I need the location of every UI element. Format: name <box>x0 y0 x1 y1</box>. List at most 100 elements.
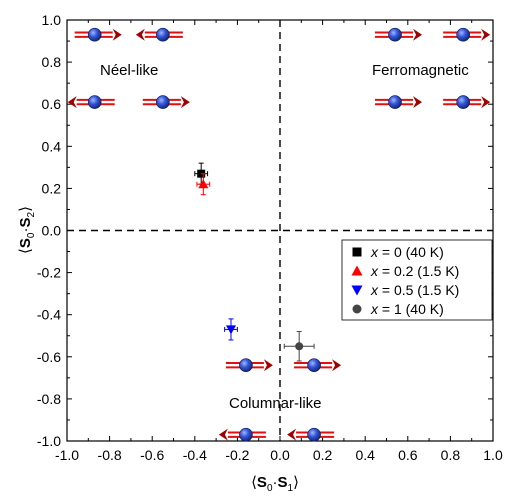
legend-label-rest: = 1 (40 K) <box>378 301 444 317</box>
spin-ball <box>239 427 253 442</box>
legend-marker <box>351 285 363 296</box>
svg-text:⟨S0·S2⟩: ⟨S0·S2⟩ <box>17 206 37 254</box>
spin-ball <box>156 27 170 42</box>
spin-ball <box>307 427 321 442</box>
x-tick-label: -0.6 <box>140 447 164 463</box>
y-axis-title: ⟨S0·S2⟩ <box>17 206 37 254</box>
legend-label-rest: = 0.2 (1.5 K) <box>378 263 459 279</box>
legend-label: x = 0.5 (1.5 K) <box>370 282 459 298</box>
x-axis-title-sub1: 1 <box>288 483 294 494</box>
spin-arrow-icon <box>287 427 335 442</box>
legend-label-rest: = 0.5 (1.5 K) <box>378 282 459 298</box>
y-axis-title-s2: S <box>17 217 34 227</box>
y-axis-title-dot: · <box>17 228 34 233</box>
y-tick-label: 0.2 <box>42 180 62 196</box>
x-tick-label: 0.2 <box>313 447 333 463</box>
arrow-head <box>413 28 423 41</box>
spin-arrow-icon <box>294 358 342 373</box>
spin-arrow-icon <box>135 27 183 42</box>
x-tick-label: -0.8 <box>98 447 122 463</box>
y-axis-title-sub0: 0 <box>26 232 37 238</box>
x-axis-title-close: ⟩ <box>293 474 299 491</box>
arrow-head <box>481 96 491 109</box>
region-label-columnar: Columnar-like <box>229 395 322 412</box>
y-tick-label: -1.0 <box>37 433 61 449</box>
data-marker <box>198 179 209 189</box>
y-axis-title-close: ⟩ <box>17 206 34 212</box>
arrow-head <box>180 96 190 109</box>
region-label-neel: Néel-like <box>100 62 158 79</box>
arrow-head <box>263 359 273 372</box>
region-label-ferro: Ferromagnetic <box>372 62 469 79</box>
y-tick-label: 0.0 <box>42 223 62 239</box>
data-marker <box>226 325 237 335</box>
arrow-head <box>112 28 122 41</box>
spin-arrow-icon <box>225 358 273 373</box>
y-tick-label: 0.4 <box>42 138 62 154</box>
svg-text:⟨S0·S1⟩: ⟨S0·S1⟩ <box>251 474 299 494</box>
spin-ball <box>307 358 321 373</box>
x-tick-label: -1.0 <box>55 447 79 463</box>
y-tick-label: 1.0 <box>42 12 62 28</box>
arrow-head <box>481 28 491 41</box>
x-axis-title-sub0: 0 <box>267 483 273 494</box>
arrow-head <box>287 428 297 441</box>
x-tick-label: 0.0 <box>270 447 290 463</box>
spin-arrow-icon <box>74 27 122 42</box>
x-axis-title-open: ⟨ <box>251 474 257 491</box>
arrow-head <box>218 428 228 441</box>
x-tick-label: 1.0 <box>483 447 503 463</box>
legend-marker <box>351 265 363 276</box>
spin-ball <box>388 95 402 109</box>
y-tick-label: 0.6 <box>42 96 62 112</box>
legend: x = 0 (40 K)x = 0.2 (1.5 K)x = 0.5 (1.5 … <box>341 239 493 321</box>
data-point-series-1 <box>196 173 211 196</box>
x-tick-label: -0.4 <box>183 447 207 463</box>
y-axis-title-open: ⟨ <box>17 248 34 254</box>
spin-arrow-icon <box>218 427 266 442</box>
x-axis-title-s1: S <box>278 474 288 491</box>
legend-marker <box>352 247 362 257</box>
x-tick-label: 0.8 <box>441 447 461 463</box>
arrow-head <box>413 96 423 109</box>
x-axis-title-dot: · <box>273 474 278 491</box>
y-axis-title-sub2: 2 <box>26 211 37 217</box>
legend-label: x = 0 (40 K) <box>370 244 444 260</box>
spin-ball <box>156 95 170 109</box>
spin-ball <box>239 358 253 373</box>
legend-label-rest: = 0 (40 K) <box>378 244 444 260</box>
x-tick-label: 0.6 <box>398 447 418 463</box>
y-tick-label: -0.4 <box>37 307 61 323</box>
spin-arrow-icon <box>67 95 115 109</box>
legend-label: x = 0.2 (1.5 K) <box>370 263 459 279</box>
spin-arrow-icon <box>375 27 423 42</box>
legend-box <box>341 239 493 321</box>
arrow-head <box>135 28 145 41</box>
spin-arrow-icon <box>375 95 423 109</box>
arrow-head <box>332 359 342 372</box>
x-tick-label: 0.4 <box>355 447 375 463</box>
legend-marker <box>352 304 362 314</box>
spin-ball <box>456 27 470 42</box>
data-point-series-3 <box>283 331 315 362</box>
y-tick-label: 0.8 <box>42 54 62 70</box>
legend-label-var: x <box>370 301 379 317</box>
legend-label-var: x <box>370 282 379 298</box>
spin-arrow-icon <box>443 27 491 42</box>
x-tick-label: -0.2 <box>225 447 249 463</box>
spin-arrow-icon <box>142 95 190 109</box>
spin-ball <box>456 95 470 109</box>
legend-label: x = 1 (40 K) <box>370 301 444 317</box>
spin-ball <box>87 95 102 109</box>
spin-ball <box>87 27 102 42</box>
y-tick-label: -0.2 <box>37 265 61 281</box>
data-point-series-2 <box>224 318 238 341</box>
y-tick-label: -0.6 <box>37 349 61 365</box>
spin-ball <box>388 27 402 42</box>
data-marker <box>295 342 304 351</box>
legend-label-var: x <box>370 263 379 279</box>
spin-arrow-icon <box>443 95 491 109</box>
x-axis-title-s0: S <box>257 474 267 491</box>
arrow-head <box>67 96 77 109</box>
